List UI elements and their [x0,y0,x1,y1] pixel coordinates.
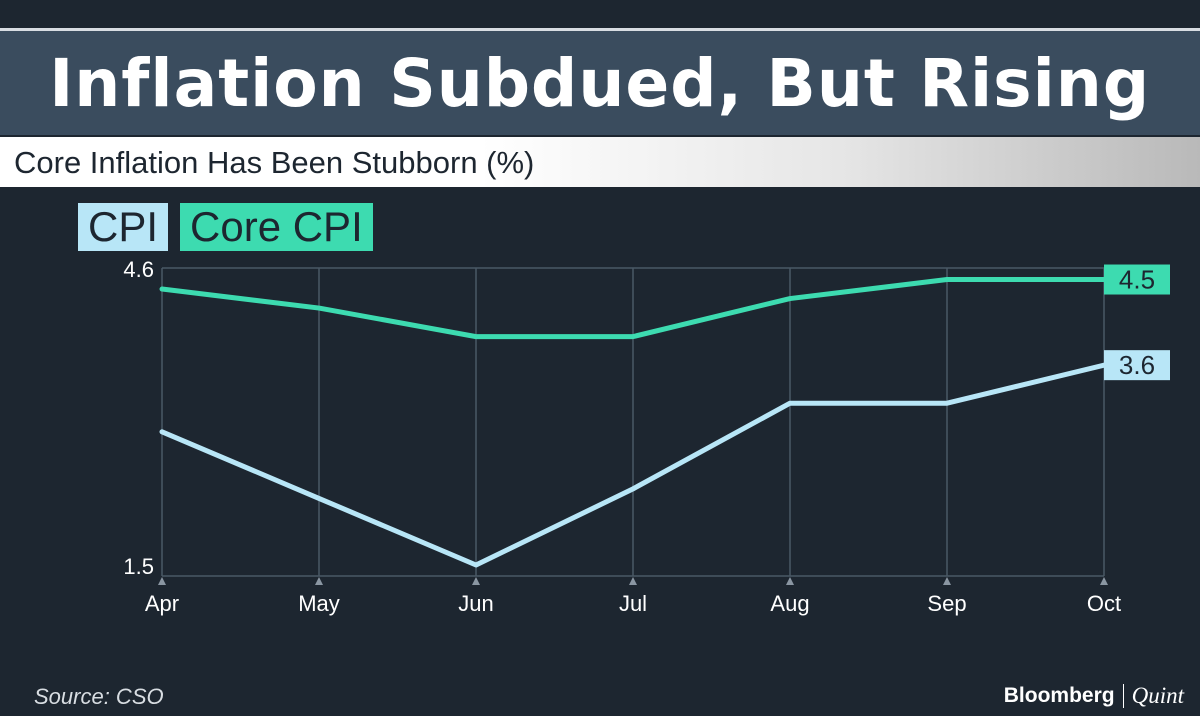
x-tick-label-may: May [298,591,340,616]
top-rule [0,28,1200,31]
tick-marker-jun [472,577,480,585]
legend-item-core-cpi: Core CPI [180,203,373,251]
brand-logo: Bloomberg Quint [1004,683,1184,709]
x-tick-label-oct: Oct [1087,591,1121,616]
tick-marker-may [315,577,323,585]
end-label-cpi: 3.6 [1119,350,1155,380]
chart-title: Inflation Subdued, But Rising [49,44,1151,122]
tick-marker-aug [786,577,794,585]
x-tick-label-jun: Jun [458,591,493,616]
end-label-box-core-cpi [1104,264,1170,295]
tick-marker-jul [629,577,637,585]
y-tick-label-top: 4.6 [123,257,154,282]
chart-lines [159,277,1107,568]
x-tick-label-aug: Aug [770,591,809,616]
end-label-core-cpi: 4.5 [1119,265,1155,295]
tick-marker-apr [158,577,166,585]
title-band: Inflation Subdued, But Rising [0,31,1200,135]
chart-labels: Apr May Jun Jul Aug Sep Oct 4.6 1.5 3.6 4.5 [123,257,1170,616]
y-tick-label-bottom: 1.5 [123,554,154,579]
x-tick-label-jul: Jul [619,591,647,616]
tick-marker-sep [943,577,951,585]
brand-separator [1122,684,1124,708]
chart-grid [158,267,1108,585]
x-tick-label-sep: Sep [927,591,966,616]
brand-secondary: Quint [1131,683,1184,708]
chart-subtitle: Core Inflation Has Been Stubborn (%) [14,145,535,180]
x-tick-label-apr: Apr [145,591,179,616]
brand-primary: Bloomberg [1003,684,1115,707]
tick-marker-oct [1100,577,1108,585]
end-label-box-cpi [1104,350,1170,381]
source-note: Source: CSO [34,684,164,709]
subtitle-band: Core Inflation Has Been Stubborn (%) [0,137,1200,187]
legend-item-cpi: CPI [78,203,169,251]
legend: CPI Core CPI [78,203,373,251]
